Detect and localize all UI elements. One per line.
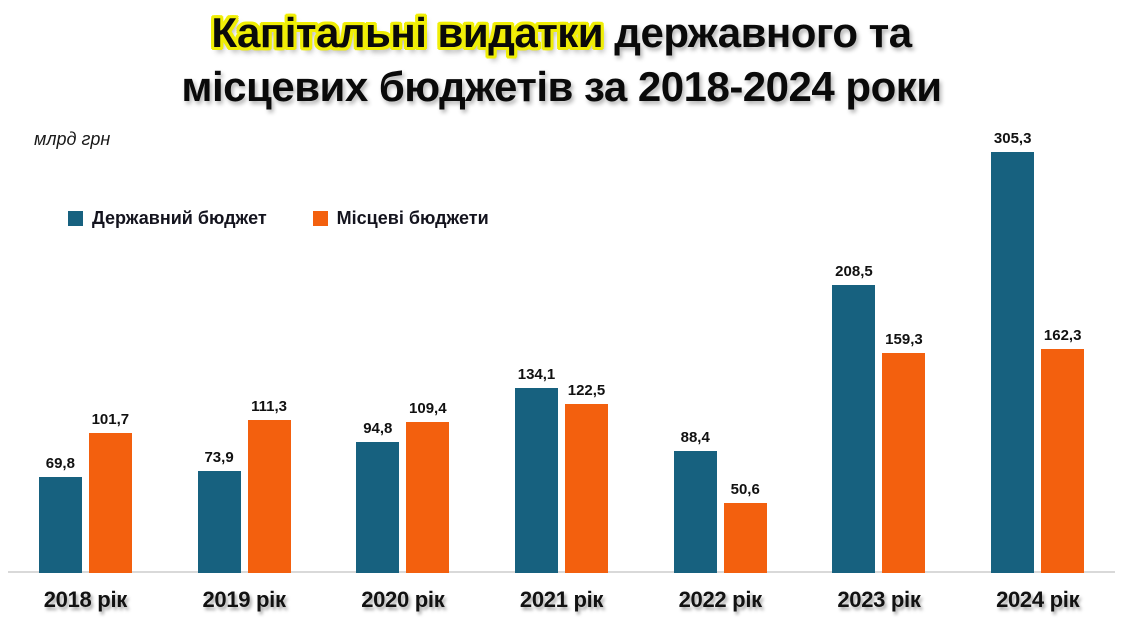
bar-column: 159,3 (882, 331, 926, 573)
bar-group-2023: 208,5 159,3 2023 рік (800, 0, 959, 627)
x-axis-label: 2024 рік (996, 587, 1080, 612)
legend-label-local-budgets: Місцеві бюджети (336, 208, 489, 228)
bar-value-label: 50,6 (730, 481, 760, 498)
x-axis-label: 2023 рік (837, 587, 921, 612)
bar-value-label: 111,3 (251, 398, 288, 415)
bar-2023 (832, 285, 876, 573)
bar-2018 (38, 477, 82, 573)
bar-2018 (88, 433, 132, 573)
bar-2019 (247, 420, 291, 573)
bar-value-label: 69,8 (45, 455, 75, 472)
bar-column: 69,8 (38, 455, 82, 573)
bar-2019 (197, 471, 241, 573)
chart-title-line1: Капітальні видатки державного та (0, 6, 1123, 60)
chart-title-highlight: Капітальні видатки (211, 9, 604, 56)
bar-2020 (356, 442, 400, 573)
bar-group-2024: 305,3 162,3 2024 рік (958, 0, 1117, 627)
chart-title-line2: місцевих бюджетів за 2018-2024 роки (181, 62, 942, 110)
legend-swatch-state-budget (68, 211, 83, 226)
bar-group-2019: 73,9 111,3 2019 рік (165, 0, 324, 627)
bar-column: 162,3 (1041, 327, 1085, 573)
bar-column: 122,5 (565, 382, 609, 573)
bar-column: 88,4 (673, 429, 717, 573)
x-axis-label: 2022 рік (678, 587, 763, 612)
y-axis-unit-label: млрд грн (34, 129, 111, 149)
bar-group-2020: 94,8 109,4 2020 рік (323, 0, 482, 627)
bar-group-2021: 134,1 122,5 2021 рік (482, 0, 641, 627)
x-axis-label: 2018 рік (43, 587, 128, 612)
bar-value-label: 109,4 (409, 400, 447, 417)
bar-2021 (515, 388, 559, 573)
bar-column: 109,4 (406, 400, 450, 573)
bar-value-label: 73,9 (204, 449, 234, 466)
bar-column: 134,1 (515, 366, 559, 573)
bar-pair: 134,1 122,5 (515, 366, 609, 573)
bar-2022 (673, 451, 717, 573)
bar-value-label: 162,3 (1043, 327, 1082, 344)
x-axis-label: 2020 рік (361, 587, 445, 612)
bar-column: 101,7 (88, 411, 132, 573)
bar-groups: 69,8 101,7 2018 рік 73,9 111,3 2019 рік 94,8 10… (6, 0, 1117, 627)
bar-pair: 305,3 162,3 (991, 130, 1085, 573)
bar-column: 111,3 (247, 398, 291, 573)
bar-column: 94,8 (356, 420, 400, 573)
x-axis-label: 2019 рік (202, 587, 286, 612)
legend: Державний бюджет Місцеві бюджети (68, 208, 489, 229)
legend-label-state-budget: Державний бюджет (92, 208, 267, 228)
bar-value-label: 208,5 (835, 263, 873, 280)
bar-column: 208,5 (832, 263, 876, 573)
bar-pair: 73,9 111,3 (197, 398, 291, 573)
bar-value-label: 122,5 (567, 382, 606, 399)
x-axis-line (8, 571, 1115, 573)
bar-pair: 88,4 50,6 (673, 429, 767, 573)
bar-group-2022: 88,4 50,6 2022 рік (641, 0, 800, 627)
bar-value-label: 94,8 (363, 420, 393, 437)
chart-title-rest: державного та (603, 9, 912, 56)
bar-2023 (882, 353, 926, 573)
bar-column: 305,3 (991, 130, 1035, 573)
legend-item-state-budget: Державний бюджет (68, 208, 267, 229)
bar-column: 50,6 (723, 481, 767, 573)
bar-value-label: 88,4 (680, 429, 710, 446)
bar-column: 73,9 (197, 449, 241, 573)
bar-value-label: 134,1 (517, 366, 556, 383)
bar-value-label: 305,3 (993, 130, 1032, 147)
bar-value-label: 159,3 (885, 331, 923, 348)
bar-pair: 69,8 101,7 (38, 411, 132, 573)
bar-2021 (565, 404, 609, 573)
bar-2020 (406, 422, 450, 573)
legend-item-local-budgets: Місцеві бюджети (312, 208, 489, 229)
bar-2024 (1041, 349, 1085, 573)
bar-pair: 208,5 159,3 (832, 263, 926, 573)
bar-pair: 94,8 109,4 (356, 400, 450, 573)
bar-value-label: 101,7 (91, 411, 130, 428)
bar-group-2018: 69,8 101,7 2018 рік (6, 0, 165, 627)
x-axis-label: 2021 рік (519, 587, 604, 612)
legend-swatch-local-budgets (312, 211, 328, 226)
chart-title: Капітальні видатки державного та місцеви… (0, 6, 1123, 114)
bar-2022 (723, 503, 767, 573)
bar-2024 (991, 152, 1035, 573)
